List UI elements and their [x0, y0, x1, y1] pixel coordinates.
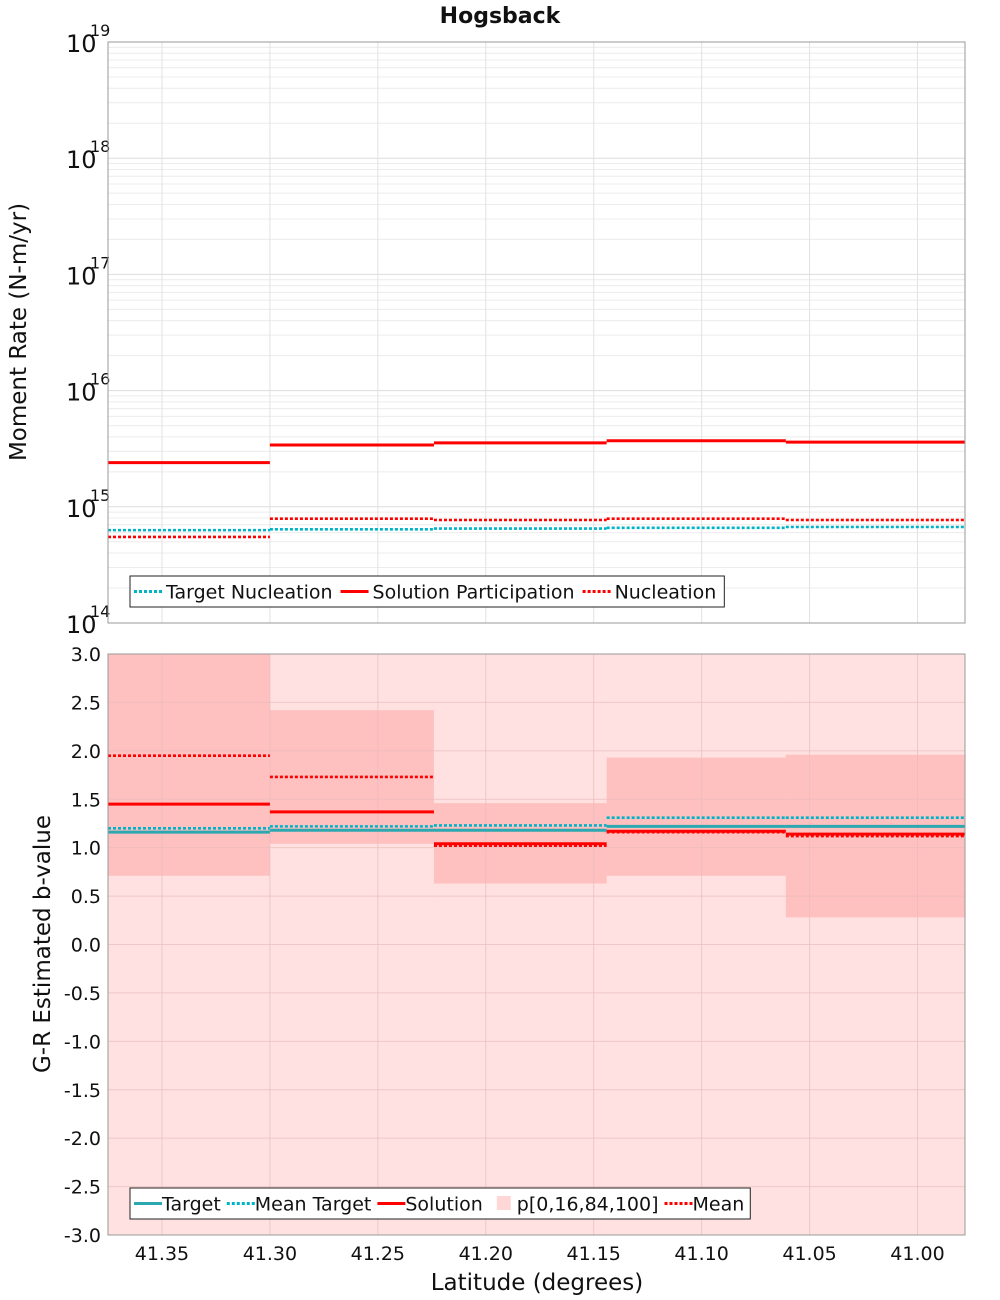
- band-inner: [606, 757, 786, 876]
- legend-label: Solution Participation: [373, 582, 575, 604]
- y-tick-base: 10: [66, 30, 97, 58]
- series-target-nucleation: [108, 525, 965, 532]
- moment-rate-y-axis-title: Moment Rate (N-m/yr): [6, 203, 32, 461]
- band-inner: [108, 654, 270, 876]
- y-tick-base: 10: [66, 146, 97, 174]
- y-tick-exponent: 19: [90, 21, 110, 40]
- y-tick-exponent: 18: [90, 137, 110, 156]
- y-tick-label: -2.5: [64, 1177, 101, 1199]
- y-tick-label: 1.5: [71, 789, 101, 811]
- y-tick-label: 3.0: [71, 644, 101, 666]
- band-inner: [785, 754, 965, 918]
- y-tick-exponent: 17: [90, 253, 110, 272]
- x-tick-label: 41.35: [135, 1243, 189, 1265]
- x-tick-label: 41.20: [459, 1243, 513, 1265]
- legend-item-p-0-16-84-100: p[0,16,84,100]: [496, 1194, 659, 1216]
- y-tick-exponent: 16: [90, 370, 110, 389]
- x-tick-label: 41.15: [567, 1243, 621, 1265]
- y-tick-exponent: 15: [90, 486, 110, 505]
- legend-item-solution-participation: Solution Participation: [340, 582, 575, 604]
- legend-label: Solution: [405, 1194, 482, 1216]
- legend-item-nucleation: Nucleation: [582, 582, 717, 604]
- x-tick-label: 41.00: [890, 1243, 944, 1265]
- x-tick-label: 41.05: [782, 1243, 836, 1265]
- y-tick-base: 10: [66, 262, 97, 290]
- y-tick-label: 0.0: [71, 935, 101, 957]
- legend-item-mean: Mean: [664, 1194, 745, 1216]
- y-tick-base: 10: [66, 379, 97, 407]
- legend-item-target-nucleation: Target Nucleation: [134, 582, 333, 604]
- b-value-legend: Target Mean Target Solution p[0,16,84,100] M…: [129, 1187, 751, 1220]
- y-tick-label: 2.5: [71, 692, 101, 714]
- x-tick-label: 41.25: [351, 1243, 405, 1265]
- y-tick-label: -1.5: [64, 1080, 101, 1102]
- x-tick-label: 41.10: [674, 1243, 728, 1265]
- series-solution-participation: [108, 439, 965, 465]
- x-axis-title: Latitude (degrees): [431, 1270, 644, 1296]
- legend-item-target: Target: [134, 1194, 221, 1216]
- legend-label: p[0,16,84,100]: [517, 1194, 659, 1216]
- y-tick-label: 0.5: [71, 886, 101, 908]
- legend-swatch: [496, 1196, 511, 1210]
- y-tick-label: -3.0: [64, 1225, 101, 1247]
- y-tick-base: 10: [66, 495, 97, 523]
- legend-item-solution: Solution: [377, 1194, 483, 1216]
- y-tick-label: 2.0: [71, 741, 101, 763]
- legend-box: [129, 575, 725, 608]
- b-value-y-axis-title: G-R Estimated b-value: [30, 815, 56, 1073]
- legend-box: [129, 1187, 751, 1220]
- x-tick-label: 41.30: [243, 1243, 297, 1265]
- y-tick-base: 10: [66, 611, 97, 639]
- legend-label: Target: [161, 1194, 221, 1216]
- moment-legend: Target Nucleation Solution Participation N…: [129, 575, 725, 608]
- y-tick-label: 1.0: [71, 838, 101, 860]
- legend-label: Nucleation: [615, 582, 717, 604]
- series-nucleation: [108, 517, 965, 539]
- series-mean-target: [108, 816, 965, 830]
- moment-plot-background: [108, 42, 965, 623]
- y-tick-label: -0.5: [64, 983, 101, 1005]
- chart-title: Hogsback: [440, 4, 562, 29]
- legend-label: Mean: [693, 1194, 745, 1216]
- moment-plot-frame: [107, 41, 966, 624]
- legend-label: Mean Target: [255, 1194, 372, 1216]
- b-value-panel: 3.0 2.5 2.0 1.5 1.0 0.5 0.0 -0.5 -1.0 -1.5 -2.0 -2.…: [64, 644, 966, 1265]
- b-plot-frame: [107, 653, 966, 1236]
- series-target: [108, 824, 965, 834]
- y-tick-exponent: 14: [90, 602, 110, 621]
- series-mean: [108, 754, 965, 848]
- legend-item-mean-target: Mean Target: [226, 1194, 372, 1216]
- y-tick-label: -2.0: [64, 1128, 101, 1150]
- series-solution: [108, 802, 965, 846]
- legend-label: Target Nucleation: [165, 582, 333, 604]
- y-tick-label: -1.0: [64, 1031, 101, 1053]
